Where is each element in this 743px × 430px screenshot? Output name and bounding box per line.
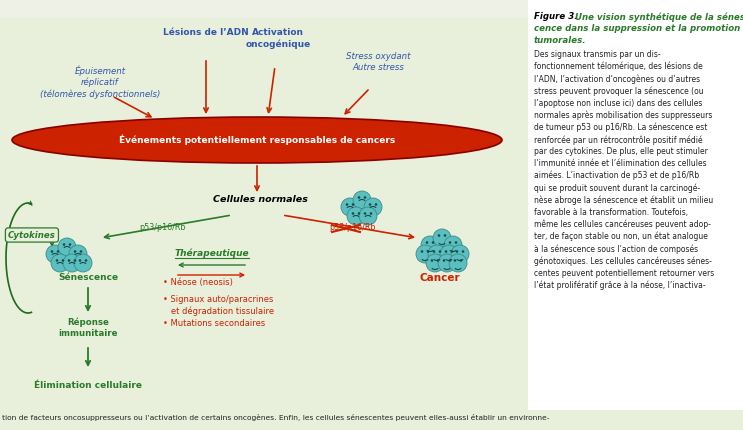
Circle shape bbox=[369, 203, 372, 206]
Text: Événements potentiellement responsables de cancers: Événements potentiellement responsables … bbox=[119, 135, 395, 145]
Circle shape bbox=[374, 203, 377, 206]
Text: cence dans la suppression et la promotion: cence dans la suppression et la promotio… bbox=[534, 24, 740, 33]
Text: Activation
oncogénique: Activation oncogénique bbox=[245, 28, 311, 49]
Circle shape bbox=[351, 212, 354, 215]
Circle shape bbox=[364, 198, 382, 216]
Circle shape bbox=[444, 234, 447, 237]
Circle shape bbox=[460, 259, 462, 262]
Circle shape bbox=[461, 250, 464, 253]
Text: • Signaux auto/paracrines: • Signaux auto/paracrines bbox=[163, 295, 273, 304]
Text: Figure 3.: Figure 3. bbox=[534, 12, 577, 21]
Circle shape bbox=[444, 236, 462, 254]
Circle shape bbox=[46, 245, 64, 263]
Text: p53/p16/Rb: p53/p16/Rb bbox=[328, 224, 375, 233]
Circle shape bbox=[347, 207, 365, 225]
Text: Épuisement
réplicatif
(télomères dysfonctionnels): Épuisement réplicatif (télomères dysfonc… bbox=[40, 65, 160, 99]
Circle shape bbox=[449, 259, 451, 262]
Text: et dégradation tissulaire: et dégradation tissulaire bbox=[163, 306, 274, 316]
Text: Thérapeutique: Thérapeutique bbox=[175, 248, 250, 258]
Circle shape bbox=[421, 236, 439, 254]
Circle shape bbox=[68, 243, 71, 246]
Text: Sénescence: Sénescence bbox=[58, 273, 118, 283]
Circle shape bbox=[51, 254, 69, 272]
Circle shape bbox=[74, 254, 92, 272]
Circle shape bbox=[85, 259, 87, 262]
Circle shape bbox=[341, 198, 359, 216]
Text: Cytokines: Cytokines bbox=[8, 230, 56, 240]
Circle shape bbox=[364, 196, 366, 199]
Text: tumorales.: tumorales. bbox=[534, 36, 586, 45]
Text: tion de facteurs oncosuppresseurs ou l’activation de certains oncogènes. Enfin, : tion de facteurs oncosuppresseurs ou l’a… bbox=[2, 414, 550, 421]
Circle shape bbox=[438, 254, 456, 272]
Circle shape bbox=[449, 241, 451, 244]
Circle shape bbox=[359, 207, 377, 225]
Circle shape bbox=[74, 259, 77, 262]
Circle shape bbox=[357, 196, 360, 199]
Text: • Mutations secondaires: • Mutations secondaires bbox=[163, 319, 265, 329]
Circle shape bbox=[440, 245, 458, 263]
Circle shape bbox=[74, 250, 77, 253]
Circle shape bbox=[431, 259, 433, 262]
Circle shape bbox=[56, 259, 58, 262]
Circle shape bbox=[432, 241, 435, 244]
Text: Lésions de l’ADN: Lésions de l’ADN bbox=[163, 28, 249, 37]
Circle shape bbox=[455, 241, 457, 244]
Circle shape bbox=[68, 259, 71, 262]
Bar bbox=[0, 410, 743, 430]
Text: Cellules normales: Cellules normales bbox=[212, 196, 308, 205]
Circle shape bbox=[449, 254, 467, 272]
Circle shape bbox=[432, 250, 435, 253]
Circle shape bbox=[421, 250, 424, 253]
Circle shape bbox=[56, 250, 59, 253]
Text: Des signaux transmis par un dis-
fonctionnement télomérique, des lésions de
l’AD: Des signaux transmis par un dis- fonctio… bbox=[534, 50, 714, 290]
Circle shape bbox=[426, 250, 429, 253]
Circle shape bbox=[416, 245, 434, 263]
Circle shape bbox=[79, 259, 81, 262]
Text: Une vision synthétique de la sénes-: Une vision synthétique de la sénes- bbox=[572, 12, 743, 22]
Text: • Néose (neosis): • Néose (neosis) bbox=[163, 277, 233, 286]
Circle shape bbox=[455, 250, 458, 253]
Text: Réponse
immunitaire: Réponse immunitaire bbox=[58, 318, 117, 338]
Bar bbox=[0, 18, 528, 413]
Circle shape bbox=[62, 243, 65, 246]
Circle shape bbox=[353, 191, 371, 209]
Circle shape bbox=[451, 250, 453, 253]
Text: Cancer: Cancer bbox=[420, 273, 461, 283]
Circle shape bbox=[433, 229, 451, 247]
Text: Stress oxydant
Autre stress: Stress oxydant Autre stress bbox=[345, 52, 410, 72]
Circle shape bbox=[438, 250, 441, 253]
Circle shape bbox=[345, 203, 348, 206]
Circle shape bbox=[364, 212, 366, 215]
Circle shape bbox=[51, 250, 53, 253]
Circle shape bbox=[454, 259, 456, 262]
Circle shape bbox=[370, 212, 372, 215]
Circle shape bbox=[451, 245, 469, 263]
Circle shape bbox=[437, 259, 439, 262]
Circle shape bbox=[438, 234, 441, 237]
Circle shape bbox=[62, 259, 65, 262]
Circle shape bbox=[351, 203, 354, 206]
Bar bbox=[528, 0, 743, 430]
Circle shape bbox=[443, 259, 445, 262]
Text: Élimination cellulaire: Élimination cellulaire bbox=[34, 381, 142, 390]
Circle shape bbox=[445, 250, 447, 253]
Circle shape bbox=[357, 212, 360, 215]
Ellipse shape bbox=[12, 117, 502, 163]
Circle shape bbox=[426, 241, 428, 244]
Circle shape bbox=[63, 254, 81, 272]
Circle shape bbox=[58, 238, 76, 256]
Circle shape bbox=[426, 254, 444, 272]
Circle shape bbox=[428, 245, 446, 263]
Text: p53/p16/Rb: p53/p16/Rb bbox=[140, 224, 186, 233]
Circle shape bbox=[69, 245, 87, 263]
Circle shape bbox=[80, 250, 82, 253]
